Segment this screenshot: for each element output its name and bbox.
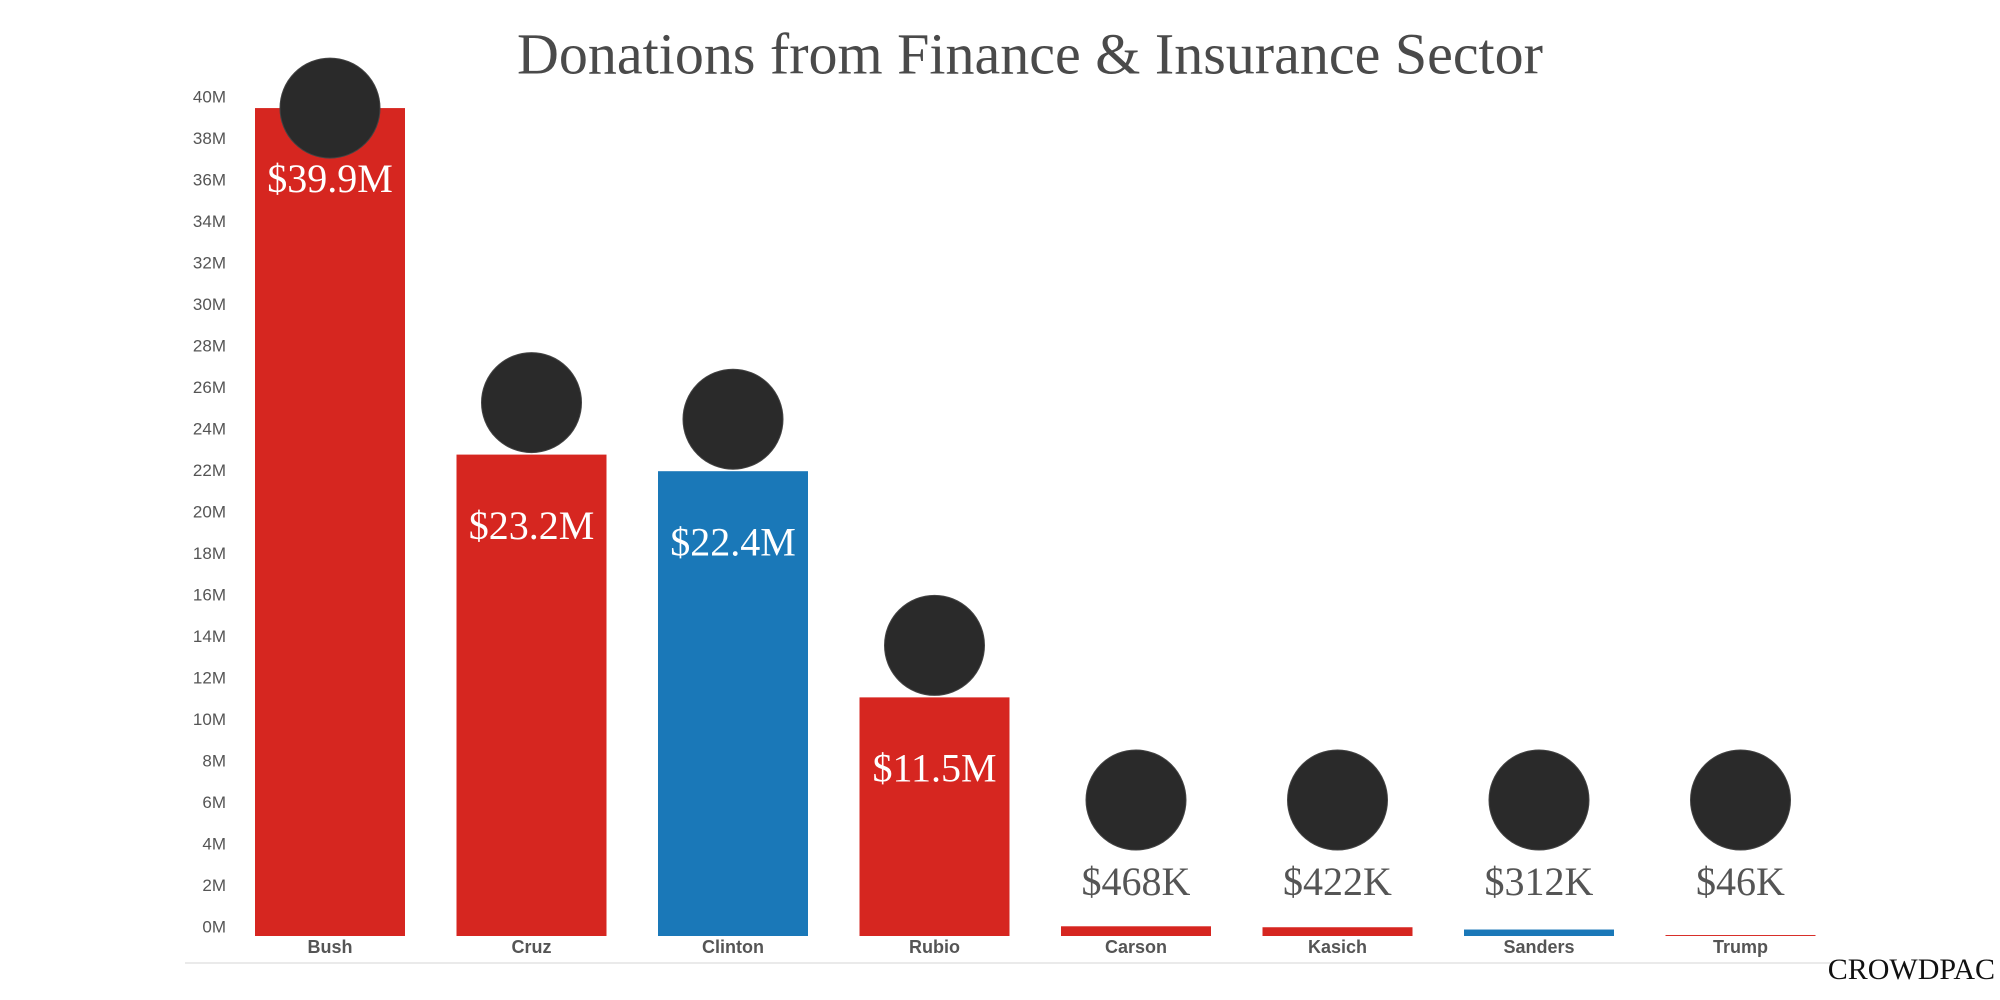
candidate-photo	[1287, 749, 1388, 851]
y-tick-label: 14M	[193, 627, 226, 646]
y-tick-label: 38M	[193, 129, 226, 148]
candidate-photo	[682, 368, 784, 470]
y-tick-label: 32M	[193, 253, 226, 272]
x-tick-label: Rubio	[909, 937, 960, 957]
x-tick-label: Bush	[308, 937, 353, 957]
y-tick-label: 8M	[202, 751, 226, 770]
y-tick-label: 22M	[193, 461, 226, 480]
value-label: $468K	[1082, 859, 1191, 904]
y-tick-label: 20M	[193, 502, 226, 521]
x-tick-label: Trump	[1713, 937, 1768, 957]
y-tick-label: 18M	[193, 544, 226, 563]
x-tick-label: Sanders	[1503, 937, 1574, 957]
candidate-photo	[1488, 749, 1590, 851]
y-tick-label: 40M	[193, 87, 226, 106]
value-label: $11.5M	[872, 746, 996, 791]
y-tick-label: 28M	[193, 336, 226, 355]
y-tick-label: 26M	[193, 378, 226, 397]
y-tick-label: 16M	[193, 585, 226, 604]
bar	[1665, 935, 1816, 936]
value-label: $46K	[1696, 859, 1785, 904]
x-tick-label: Carson	[1105, 937, 1167, 957]
bar	[658, 471, 808, 936]
value-label: $39.9M	[267, 156, 393, 201]
value-label: $312K	[1485, 859, 1594, 904]
bar	[1262, 927, 1413, 936]
bar	[1061, 926, 1211, 936]
value-label: $422K	[1283, 859, 1392, 904]
candidate-photo	[279, 57, 381, 159]
candidate-photo	[1085, 749, 1187, 851]
y-tick-label: 0M	[202, 917, 226, 936]
x-tick-label: Kasich	[1308, 937, 1367, 957]
candidate-photo	[884, 594, 985, 696]
bar	[1464, 929, 1614, 936]
x-tick-label: Cruz	[512, 937, 552, 957]
y-tick-label: 36M	[193, 170, 226, 189]
y-tick-label: 24M	[193, 419, 226, 438]
source-logo: CROWDPAC	[1828, 953, 1995, 986]
bar	[859, 697, 1010, 936]
y-tick-label: 12M	[193, 668, 226, 687]
x-tick-label: Clinton	[702, 937, 764, 957]
candidate-photo	[1690, 749, 1791, 851]
y-tick-label: 2M	[202, 876, 226, 895]
value-label: $23.2M	[469, 503, 595, 548]
y-tick-label: 6M	[202, 793, 226, 812]
candidate-photo	[481, 352, 582, 454]
chart-title: Donations from Finance & Insurance Secto…	[517, 21, 1543, 86]
bar	[456, 454, 607, 936]
value-label: $22.4M	[670, 519, 796, 564]
y-tick-label: 4M	[202, 834, 226, 853]
y-tick-label: 10M	[193, 710, 226, 729]
y-tick-label: 34M	[193, 212, 226, 231]
y-tick-label: 30M	[193, 295, 226, 314]
bar	[255, 108, 405, 936]
